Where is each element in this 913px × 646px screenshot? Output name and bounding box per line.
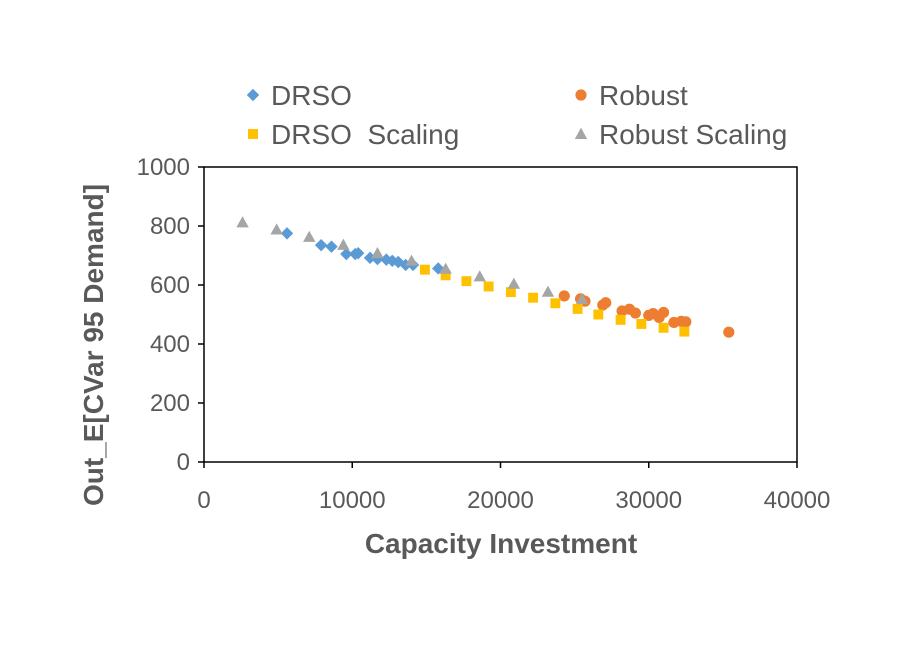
data-point-square [593,309,604,320]
legend-label: Robust Scaling [599,119,787,150]
data-point-circle [629,307,641,319]
data-point-square [483,281,494,292]
y-tick-label: 600 [150,272,190,299]
data-point-square [419,264,430,275]
data-point-triangle [303,230,316,242]
legend-label: DRSO [271,80,352,111]
legend-marker-circle [575,89,587,101]
data-point-square [461,276,472,287]
data-points [236,216,735,338]
y-tick-label: 200 [150,390,190,417]
data-point-diamond [280,227,294,240]
y-tick-label: 0 [177,449,190,476]
x-tick-label: 30000 [615,487,682,514]
data-point-diamond [340,247,353,261]
data-point-square [658,322,669,333]
data-point-triangle [405,254,418,266]
data-point-circle [558,290,570,302]
plot-frame [203,166,798,463]
legend-label: Robust [599,80,688,111]
data-point-square [572,303,583,314]
data-point-circle [723,326,735,338]
data-point-square [615,314,626,325]
legend-label: DRSO Scaling [271,119,459,150]
data-point-triangle [236,216,249,228]
x-tick-label: 10000 [319,487,386,514]
y-axis-title: Out_E[CVar 95 Demand] [78,184,109,506]
legend-marker-square [248,129,258,139]
data-point-square [440,270,451,281]
x-tick-label: 0 [197,487,210,514]
x-tick-label: 40000 [764,487,831,514]
data-point-square [528,292,539,303]
data-point-triangle [575,292,589,305]
data-point-triangle [439,262,452,274]
data-point-square [636,318,647,329]
data-point-triangle [270,223,283,235]
data-point-circle [600,297,612,309]
y-axis-ticks: 0 200 400 600 800 1000 [137,154,204,476]
legend-marker-diamond [246,88,260,102]
data-point-triangle [507,277,521,289]
data-point-triangle [337,238,350,250]
x-axis-ticks: 0 10000 20000 30000 40000 [197,462,830,514]
y-tick-label: 1000 [137,154,190,181]
legend-marker-triangle [574,127,588,139]
plot-area-border [203,166,798,463]
data-point-triangle [473,270,486,282]
data-point-triangle [371,246,384,259]
data-point-diamond [351,246,365,260]
data-point-square [679,326,690,337]
data-point-square [505,287,516,298]
legend: DRSO Robust DRSO Scaling Robust Scaling [246,80,787,150]
data-point-diamond [314,238,328,252]
data-point-square [550,298,561,309]
x-axis-title: Capacity Investment [365,528,637,559]
data-point-circle [680,316,692,328]
x-tick-label: 20000 [467,487,534,514]
series-drso [280,227,445,275]
data-point-circle [657,306,670,319]
data-point-diamond [325,240,338,253]
series-robust-scaling [236,216,589,305]
data-point-triangle [541,285,555,297]
y-tick-label: 400 [150,331,190,358]
series-robust [558,290,735,338]
series-drso-scaling [419,264,690,337]
y-tick-label: 800 [150,213,190,240]
